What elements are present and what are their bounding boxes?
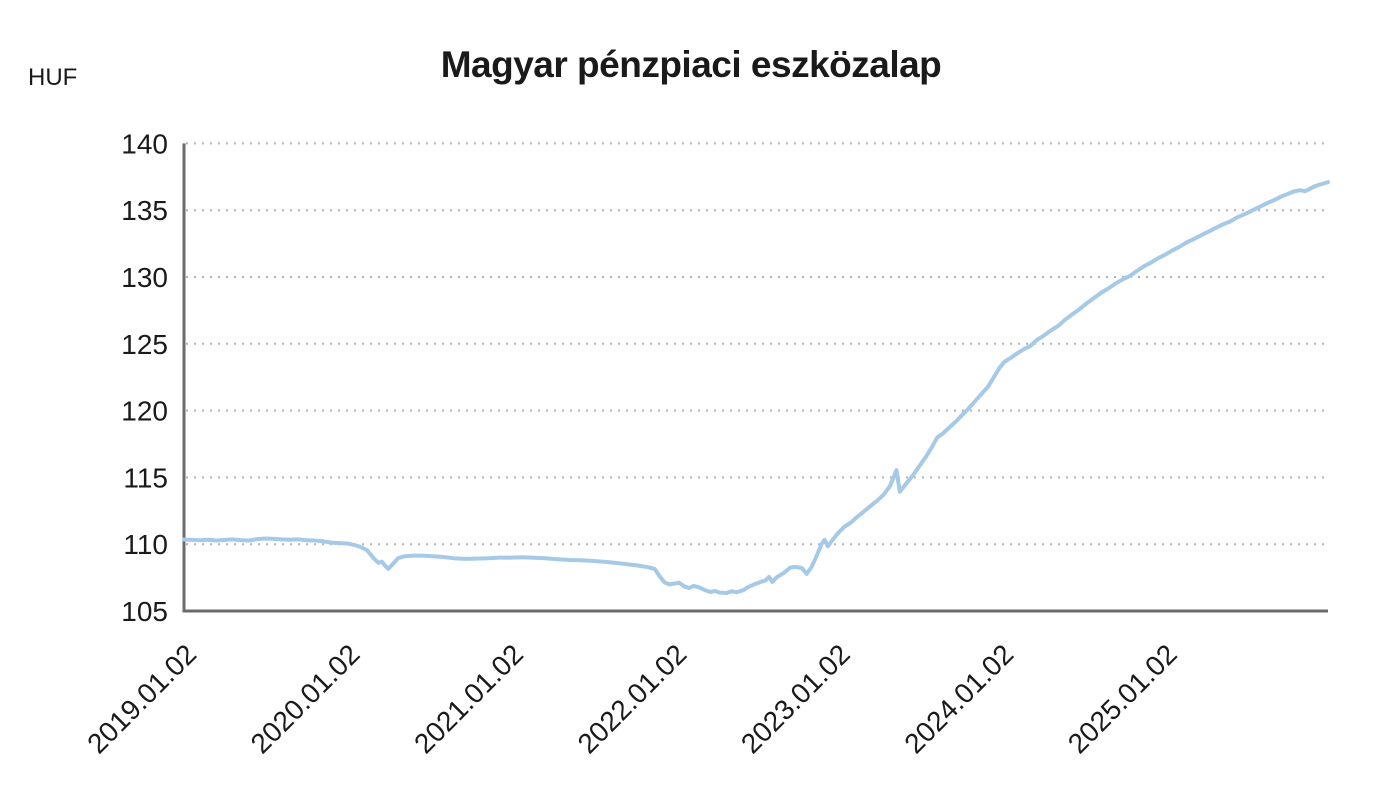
x-tick-label: 2023.01.02	[735, 638, 856, 759]
x-tick-label: 2021.01.02	[408, 638, 529, 759]
y-axis-unit-label: HUF	[28, 64, 78, 91]
y-tick-label: 125	[121, 329, 168, 360]
y-tick-label: 120	[121, 396, 168, 427]
x-tick-label: 2019.01.02	[81, 638, 202, 759]
y-tick-label: 105	[121, 596, 168, 627]
y-tick-label: 110	[123, 529, 168, 560]
y-tick-label: 130	[121, 262, 168, 293]
y-tick-label: 135	[121, 195, 168, 226]
y-tick-label: 140	[121, 128, 168, 159]
series-line	[182, 180, 1330, 595]
x-tick-label: 2022.01.02	[572, 638, 693, 759]
x-tick-label: 2025.01.02	[1062, 638, 1183, 759]
y-tick-label: 115	[123, 462, 168, 493]
y-axis-labels: 105 110 115 120 125 130 135 140	[121, 128, 168, 627]
gridlines	[186, 142, 1328, 546]
x-axis-labels: 2019.01.02 2020.01.02 2021.01.02 2022.01.02…	[81, 638, 1183, 759]
x-tick-label: 2024.01.02	[898, 638, 1019, 759]
chart-title: Magyar pénzpiaci eszközalap	[440, 44, 942, 85]
x-tick-label: 2020.01.02	[245, 638, 366, 759]
